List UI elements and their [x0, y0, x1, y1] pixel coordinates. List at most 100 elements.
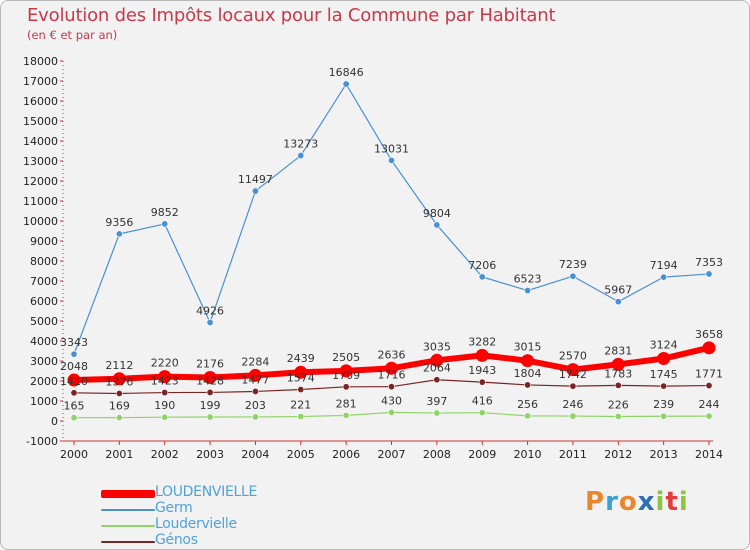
- series-layer: [67, 80, 716, 422]
- data-point: [297, 386, 305, 394]
- data-point: [70, 414, 78, 422]
- data-point: [70, 389, 78, 397]
- data-point: [115, 414, 123, 422]
- y-tick-label: 9000: [30, 235, 58, 248]
- y-tick-label: 16000: [23, 95, 58, 108]
- x-tick-label: 2008: [423, 448, 451, 461]
- legend-label: Loudervielle: [155, 516, 237, 532]
- proxiti-logo: Proxiti: [585, 487, 689, 517]
- data-point: [524, 412, 532, 420]
- data-label: 226: [608, 398, 629, 411]
- data-point: [433, 376, 441, 384]
- data-point: [294, 365, 308, 379]
- data-label: 2439: [287, 352, 315, 365]
- y-tick-label: 18000: [23, 55, 58, 68]
- data-point: [206, 388, 214, 396]
- data-point: [433, 221, 441, 229]
- data-point: [251, 187, 259, 195]
- data-label: 2220: [151, 357, 179, 370]
- data-label: 221: [290, 399, 311, 412]
- series-germ: [70, 80, 713, 358]
- legend-swatch: [101, 509, 155, 511]
- data-label: 190: [154, 399, 175, 412]
- data-point: [339, 364, 353, 378]
- data-point: [705, 270, 713, 278]
- data-label: 7239: [559, 258, 587, 271]
- data-label: 2505: [332, 351, 360, 364]
- data-point: [342, 383, 350, 391]
- data-point: [206, 413, 214, 421]
- data-label: 7353: [695, 256, 723, 269]
- data-label: 246: [562, 398, 583, 411]
- data-label: 3124: [650, 339, 678, 352]
- data-point: [342, 80, 350, 88]
- data-point: [660, 273, 668, 281]
- series-loudervielle: [70, 408, 713, 422]
- data-label: 1423: [151, 375, 179, 388]
- x-tick-label: 2000: [60, 448, 88, 461]
- data-label: 9356: [105, 216, 133, 229]
- x-tick-label: 2007: [378, 448, 406, 461]
- data-point: [614, 298, 622, 306]
- data-point: [521, 354, 535, 368]
- data-label: 9852: [151, 206, 179, 219]
- data-label: 2064: [423, 362, 451, 375]
- data-label: 3035: [423, 340, 451, 353]
- x-tick-label: 2011: [559, 448, 587, 461]
- data-point: [387, 383, 395, 391]
- data-point: [161, 389, 169, 397]
- y-tick-label: 11000: [23, 195, 58, 208]
- data-label: 244: [699, 398, 720, 411]
- y-tick-label: 17000: [23, 75, 58, 88]
- data-label: 1943: [468, 364, 496, 377]
- data-point: [161, 220, 169, 228]
- data-point: [475, 348, 489, 362]
- data-label: 1771: [695, 368, 723, 381]
- data-point: [297, 413, 305, 421]
- data-label: 2636: [378, 348, 406, 361]
- data-point: [251, 387, 259, 395]
- data-label: 2176: [196, 357, 224, 370]
- data-point: [702, 341, 716, 355]
- data-label: 3658: [695, 328, 723, 341]
- x-tick-label: 2012: [604, 448, 632, 461]
- data-label: 2048: [60, 360, 88, 373]
- data-label: 169: [109, 400, 130, 413]
- series-loudenvielle: [67, 341, 716, 387]
- data-label: 1742: [559, 368, 587, 381]
- y-tick-label: 5000: [30, 315, 58, 328]
- y-tick-label: 10000: [23, 215, 58, 228]
- data-point: [297, 152, 305, 160]
- chart-title: Evolution des Impôts locaux pour la Comm…: [27, 5, 556, 26]
- y-tick-label: 13000: [23, 155, 58, 168]
- data-label: 430: [381, 394, 402, 407]
- data-point: [112, 372, 126, 386]
- data-point: [569, 272, 577, 280]
- data-label: 199: [200, 399, 221, 412]
- data-point: [478, 378, 486, 386]
- data-label: 1574: [287, 372, 315, 385]
- y-tick-label: 15000: [23, 115, 58, 128]
- data-label: 165: [64, 400, 85, 413]
- data-point: [524, 287, 532, 295]
- data-point: [161, 413, 169, 421]
- data-label: 4926: [196, 304, 224, 317]
- data-label: 1804: [514, 367, 542, 380]
- x-tick-label: 2003: [196, 448, 224, 461]
- data-point: [385, 361, 398, 375]
- data-point: [433, 409, 441, 417]
- y-tick-label: 0: [51, 415, 58, 428]
- data-label: 1745: [650, 368, 678, 381]
- data-point: [203, 370, 217, 384]
- data-label: 7194: [650, 259, 678, 272]
- data-point: [705, 382, 713, 390]
- x-tick-label: 2014: [695, 448, 723, 461]
- data-point: [566, 363, 580, 377]
- x-tick-label: 2010: [514, 448, 542, 461]
- data-label: 1783: [604, 367, 632, 380]
- legend-label: Génos: [155, 532, 198, 548]
- data-label: 239: [653, 398, 674, 411]
- data-point: [660, 412, 668, 420]
